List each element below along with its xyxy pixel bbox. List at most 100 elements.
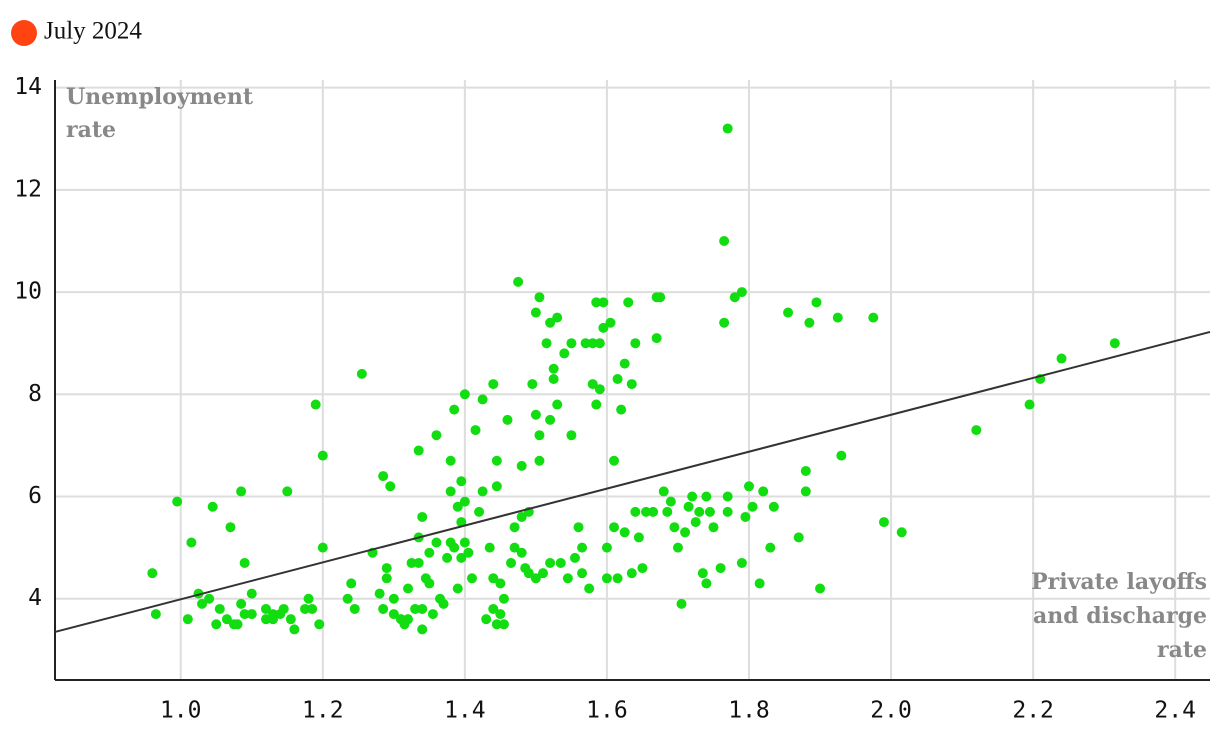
point	[530, 307, 541, 318]
point	[495, 609, 506, 620]
point	[747, 501, 758, 512]
x-tick-label: 2.0	[870, 698, 912, 724]
point	[619, 527, 630, 538]
point	[289, 624, 300, 635]
point	[381, 573, 392, 584]
point	[236, 486, 247, 497]
point	[591, 297, 602, 308]
point	[403, 583, 414, 594]
point	[605, 317, 616, 328]
point	[481, 614, 492, 625]
point	[832, 312, 843, 323]
point	[655, 292, 666, 303]
point	[442, 552, 453, 563]
point	[740, 511, 751, 522]
point	[147, 568, 158, 579]
point	[545, 317, 556, 328]
point	[534, 292, 545, 303]
point	[552, 312, 563, 323]
point	[477, 486, 488, 497]
point	[1056, 353, 1067, 364]
point	[754, 578, 765, 589]
point	[150, 609, 161, 620]
point	[172, 496, 183, 507]
point	[701, 578, 712, 589]
point	[413, 445, 424, 456]
point	[601, 573, 612, 584]
point	[683, 501, 694, 512]
point	[456, 517, 467, 528]
point	[239, 609, 250, 620]
x-tick-label: 2.4	[1154, 698, 1196, 724]
point	[598, 297, 609, 308]
point	[577, 542, 588, 553]
point	[708, 522, 719, 533]
point	[669, 522, 680, 533]
y-tick-label: 6	[28, 483, 42, 509]
point	[459, 389, 470, 400]
point	[743, 481, 754, 492]
point	[491, 455, 502, 466]
point	[530, 573, 541, 584]
point	[609, 522, 620, 533]
point	[1024, 399, 1035, 410]
y-tick-label: 12	[14, 176, 42, 202]
point	[765, 542, 776, 553]
point	[211, 619, 222, 630]
point	[445, 486, 456, 497]
legend-label: July 2024	[44, 18, 142, 45]
point	[431, 430, 442, 441]
x-tick-label: 1.8	[728, 698, 770, 724]
point	[225, 522, 236, 533]
point	[545, 557, 556, 568]
point	[587, 338, 598, 349]
point	[470, 425, 481, 436]
point	[619, 358, 630, 369]
point	[417, 511, 428, 522]
point	[534, 430, 545, 441]
point	[651, 333, 662, 344]
point	[463, 547, 474, 558]
point	[314, 619, 325, 630]
point	[562, 573, 573, 584]
y-tick-label: 14	[14, 74, 42, 100]
point	[488, 379, 499, 390]
point	[495, 578, 506, 589]
point	[466, 573, 477, 584]
point	[783, 307, 794, 318]
point	[690, 517, 701, 528]
legend-marker	[11, 20, 37, 46]
point	[587, 379, 598, 390]
point	[268, 609, 279, 620]
point	[594, 338, 605, 349]
x-tick-label: 1.0	[160, 698, 202, 724]
point	[307, 603, 318, 614]
point	[232, 619, 243, 630]
point	[665, 496, 676, 507]
point	[260, 614, 271, 625]
point	[658, 486, 669, 497]
point	[513, 276, 524, 287]
point	[406, 557, 417, 568]
point	[424, 578, 435, 589]
point	[285, 614, 296, 625]
point	[197, 598, 208, 609]
point	[722, 123, 733, 134]
point	[577, 568, 588, 579]
x-tick-label: 1.2	[302, 698, 344, 724]
point	[516, 547, 527, 558]
point	[516, 511, 527, 522]
point	[552, 399, 563, 410]
point	[545, 414, 556, 425]
point	[584, 583, 595, 594]
point	[459, 496, 470, 507]
point	[736, 287, 747, 298]
point	[609, 455, 620, 466]
point	[971, 425, 982, 436]
point	[715, 563, 726, 574]
point	[537, 568, 548, 579]
point	[566, 338, 577, 349]
point	[530, 409, 541, 420]
point	[385, 481, 396, 492]
